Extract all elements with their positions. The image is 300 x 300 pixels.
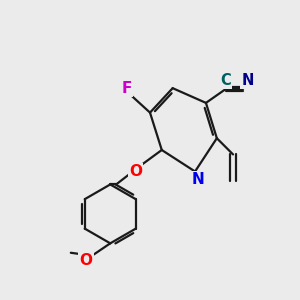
Text: N: N — [192, 172, 204, 187]
Text: O: O — [129, 164, 142, 179]
Text: F: F — [121, 81, 132, 96]
Text: O: O — [80, 253, 93, 268]
Text: N: N — [242, 73, 254, 88]
Text: C: C — [220, 73, 230, 88]
